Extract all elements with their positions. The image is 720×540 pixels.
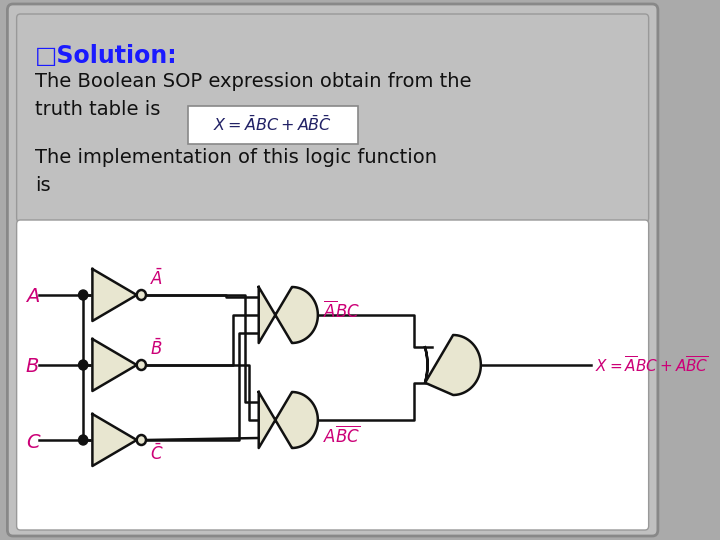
Text: C: C	[26, 433, 40, 451]
Text: $\overline{A}BC$: $\overline{A}BC$	[323, 300, 361, 321]
FancyBboxPatch shape	[17, 220, 649, 530]
Polygon shape	[92, 269, 137, 321]
Polygon shape	[258, 392, 318, 448]
Text: $\bar{B}$: $\bar{B}$	[150, 339, 162, 359]
Circle shape	[78, 290, 88, 300]
Text: $X = \bar{A}BC + A\bar{B}\bar{C}$: $X = \bar{A}BC + A\bar{B}\bar{C}$	[213, 116, 332, 134]
Text: The Boolean SOP expression obtain from the
truth table is: The Boolean SOP expression obtain from t…	[35, 72, 472, 119]
FancyBboxPatch shape	[188, 106, 358, 144]
Circle shape	[137, 435, 146, 445]
Polygon shape	[425, 335, 481, 395]
Circle shape	[78, 435, 88, 445]
Polygon shape	[92, 339, 137, 391]
FancyBboxPatch shape	[7, 4, 658, 536]
Text: The implementation of this logic function
is: The implementation of this logic functio…	[35, 148, 437, 195]
FancyBboxPatch shape	[17, 14, 649, 222]
Text: □Solution:: □Solution:	[35, 44, 178, 68]
Text: B: B	[26, 357, 40, 376]
Text: $X = \overline{A}BC + A\overline{B}\overline{C}$: $X = \overline{A}BC + A\overline{B}\over…	[595, 356, 708, 376]
Text: $A\overline{B}\overline{C}$: $A\overline{B}\overline{C}$	[323, 426, 361, 447]
Circle shape	[137, 360, 146, 370]
Polygon shape	[258, 287, 318, 343]
Circle shape	[78, 360, 88, 370]
Text: $\bar{C}$: $\bar{C}$	[150, 444, 163, 464]
Text: $\bar{A}$: $\bar{A}$	[150, 269, 163, 289]
Text: A: A	[26, 287, 40, 307]
Polygon shape	[92, 414, 137, 466]
Circle shape	[137, 290, 146, 300]
